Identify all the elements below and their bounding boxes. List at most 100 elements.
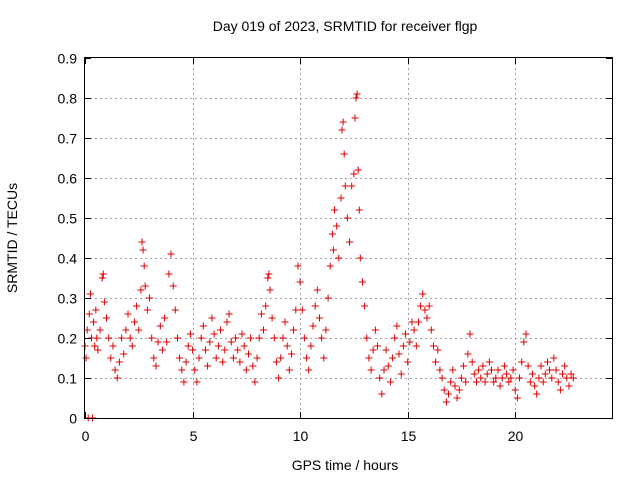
x-tick-label: 0 <box>82 428 90 444</box>
data-point <box>380 366 388 374</box>
data-point <box>260 326 267 334</box>
data-point <box>105 334 113 342</box>
data-point <box>227 338 235 346</box>
data-point <box>355 206 363 214</box>
data-point <box>410 326 418 334</box>
data-point <box>367 366 375 374</box>
data-point <box>494 366 502 374</box>
data-point <box>174 334 181 342</box>
data-point <box>351 114 359 122</box>
data-point <box>303 354 311 362</box>
data-point <box>483 370 491 378</box>
data-point <box>550 354 558 362</box>
data-point <box>223 318 231 326</box>
data-point <box>206 338 214 346</box>
data-point <box>234 346 242 354</box>
data-point <box>313 286 321 294</box>
data-point <box>292 306 300 314</box>
y-tick-label: 0.3 <box>58 291 78 307</box>
data-point <box>266 286 274 294</box>
data-point <box>333 222 341 230</box>
data-point <box>485 358 493 366</box>
data-point <box>384 362 392 370</box>
data-point <box>221 346 229 354</box>
data-point <box>442 398 450 406</box>
data-point <box>402 330 409 338</box>
data-point <box>238 330 246 338</box>
data-point <box>335 254 343 262</box>
data-point <box>369 346 377 354</box>
data-point <box>548 374 556 382</box>
y-tick-label: 0.1 <box>58 371 78 387</box>
data-point <box>404 358 412 366</box>
data-point <box>423 314 431 322</box>
data-point <box>161 314 169 322</box>
data-point <box>257 310 265 318</box>
data-point <box>268 314 276 322</box>
data-point <box>191 366 199 374</box>
data-point <box>331 206 338 214</box>
y-tick-label: 0.2 <box>58 331 78 347</box>
data-point <box>412 342 420 350</box>
data-point <box>563 374 571 382</box>
data-point <box>561 362 569 370</box>
data-point <box>143 306 151 314</box>
data-point <box>399 342 407 350</box>
data-point <box>408 318 416 326</box>
data-point <box>229 354 237 362</box>
data-point <box>165 270 173 278</box>
data-point <box>505 378 513 386</box>
data-point <box>447 378 455 386</box>
data-point <box>492 374 500 382</box>
data-point <box>92 306 100 314</box>
data-point <box>434 346 442 354</box>
data-point <box>503 370 511 378</box>
data-point <box>339 118 347 126</box>
data-point <box>285 366 293 374</box>
data-point <box>374 342 381 350</box>
data-point <box>318 334 326 342</box>
data-point <box>445 390 452 398</box>
data-point <box>307 342 315 350</box>
data-point <box>425 302 433 310</box>
data-point <box>169 282 177 290</box>
data-point <box>348 182 356 190</box>
data-point <box>86 290 94 298</box>
data-point <box>156 322 164 330</box>
data-point <box>417 302 425 310</box>
data-point <box>253 354 261 362</box>
y-tick-label: 0 <box>69 411 77 427</box>
data-point <box>290 326 298 334</box>
data-point <box>346 238 354 246</box>
data-point <box>340 150 348 158</box>
data-point <box>85 310 93 318</box>
data-point <box>93 334 101 342</box>
data-point <box>440 386 448 394</box>
y-tick-label: 0.7 <box>58 131 78 147</box>
data-point <box>414 318 422 326</box>
data-point <box>320 354 328 362</box>
data-point <box>283 342 291 350</box>
data-point <box>208 314 216 322</box>
data-point <box>559 370 566 378</box>
data-point <box>524 362 532 370</box>
data-point <box>251 378 259 386</box>
data-point <box>126 334 134 342</box>
data-point <box>488 366 495 374</box>
data-point <box>363 334 371 342</box>
data-point <box>150 354 158 362</box>
x-tick-label: 10 <box>293 428 309 444</box>
data-point <box>98 274 106 282</box>
data-point <box>556 386 564 394</box>
data-point <box>498 374 506 382</box>
data-point <box>569 374 577 382</box>
data-point <box>457 374 465 382</box>
data-point <box>522 330 530 338</box>
data-point <box>531 382 539 390</box>
data-point <box>477 374 485 382</box>
data-point <box>163 338 171 346</box>
data-point <box>468 358 476 366</box>
data-point <box>455 386 463 394</box>
data-point <box>567 370 575 378</box>
y-tick-label: 0.8 <box>58 91 78 107</box>
